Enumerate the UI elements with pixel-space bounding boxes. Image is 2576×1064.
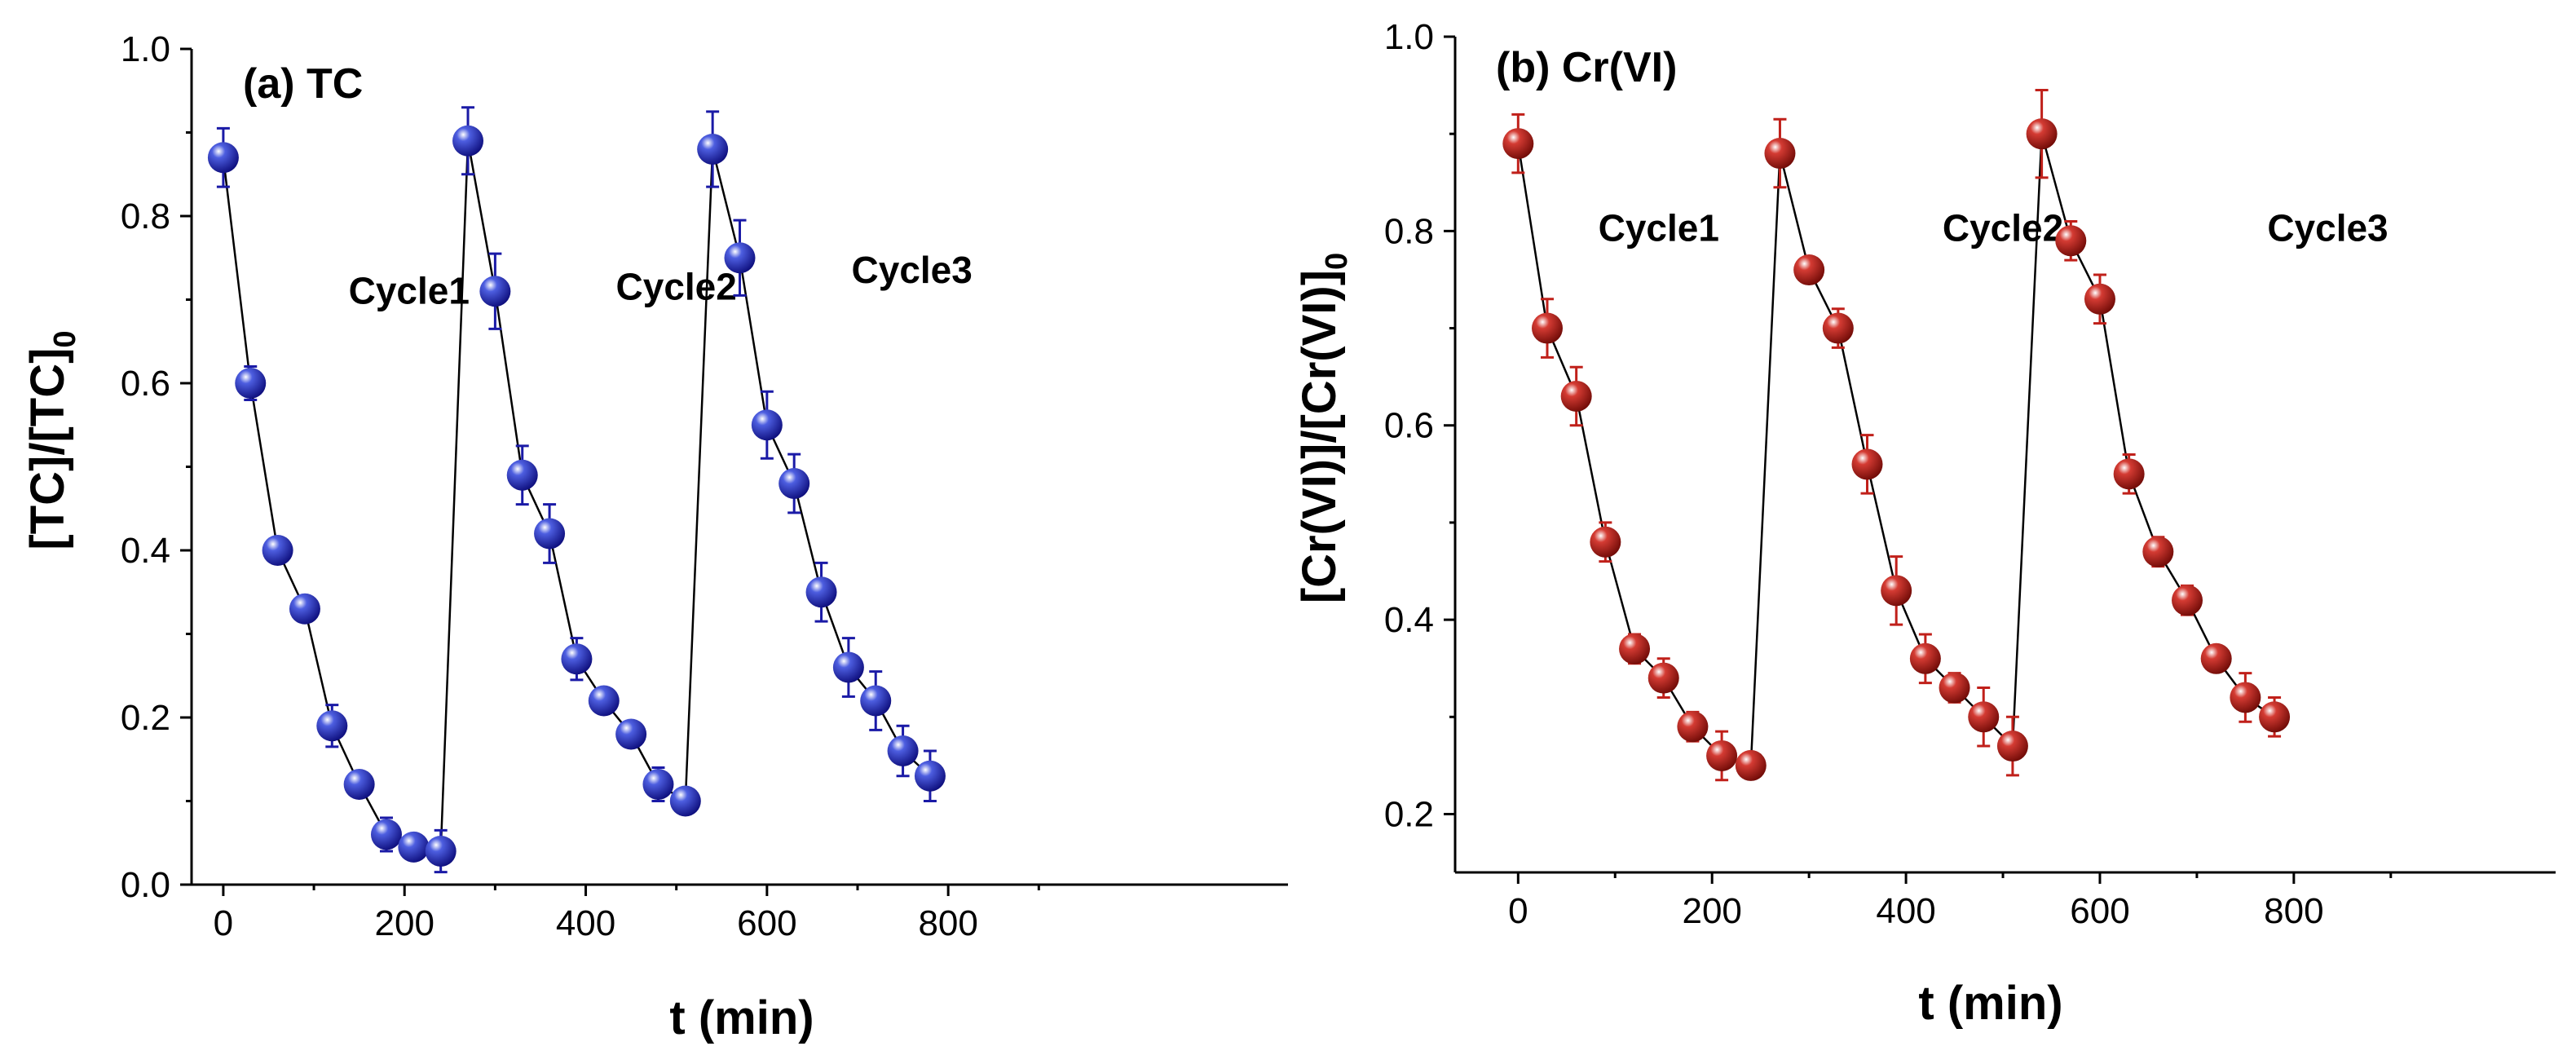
data-point: [1764, 138, 1796, 170]
data-point: [2055, 225, 2087, 257]
data-point: [2172, 585, 2203, 616]
y-tick-label: 0.2: [121, 698, 170, 738]
data-point: [697, 134, 729, 165]
data-point: [534, 518, 566, 550]
x-tick-label: 600: [2070, 891, 2129, 931]
panel-b-title: (b) Cr(VI): [1496, 44, 1677, 91]
cycle-label: Cycle1: [1599, 206, 1719, 249]
data-point: [642, 769, 674, 800]
data-point: [588, 685, 620, 717]
data-point: [235, 368, 267, 399]
data-point: [1647, 662, 1679, 694]
data-point: [2142, 536, 2174, 567]
data-point: [1881, 575, 1912, 607]
data-point: [506, 459, 538, 491]
x-tick-label: 800: [2264, 891, 2323, 931]
data-point: [343, 769, 375, 800]
x-tick-label: 600: [737, 903, 796, 943]
data-point: [316, 710, 348, 742]
data-point: [1851, 448, 1883, 480]
y-tick-label: 0.4: [1384, 600, 1434, 640]
data-point: [2200, 642, 2232, 674]
panel-a-xlabel: t (min): [669, 991, 814, 1044]
data-point: [2026, 118, 2058, 150]
data-point: [2113, 458, 2145, 490]
data-point: [779, 468, 810, 499]
data-point: [561, 643, 593, 675]
data-point: [1677, 711, 1709, 743]
y-tick-label: 0.6: [1384, 406, 1434, 446]
y-tick-label: 0.8: [121, 196, 170, 236]
data-point: [207, 142, 239, 174]
data-point: [1502, 128, 1534, 160]
cycle-label: Cycle1: [349, 270, 470, 312]
data-point: [751, 409, 783, 441]
y-tick-label: 0.0: [121, 865, 170, 905]
x-tick-label: 400: [556, 903, 615, 943]
y-tick-label: 1.0: [1384, 17, 1434, 57]
data-point: [1939, 672, 1970, 704]
data-point: [1996, 731, 2028, 762]
y-tick-label: 1.0: [121, 29, 170, 69]
x-tick-label: 200: [1682, 891, 1741, 931]
data-point: [2084, 283, 2115, 315]
data-point: [860, 685, 892, 717]
series-line: [222, 140, 931, 853]
data-point: [615, 718, 647, 750]
data-point: [2259, 701, 2291, 733]
y-tick-label: 0.6: [121, 364, 170, 404]
data-point: [398, 831, 430, 863]
data-point: [914, 760, 946, 792]
data-point: [832, 651, 864, 683]
data-point: [479, 276, 511, 307]
x-tick-label: 0: [214, 903, 233, 943]
data-point: [425, 836, 457, 867]
data-point: [1590, 526, 1621, 558]
cycle-label: Cycle3: [2267, 206, 2388, 249]
data-point: [1822, 312, 1854, 344]
cycle-label: Cycle3: [852, 249, 973, 291]
x-tick-label: 800: [918, 903, 977, 943]
data-point: [452, 125, 484, 157]
panel-b-crvi: (b) Cr(VI) [Cr(VI)]/[Cr(VI)]0 t (min) 0.…: [1293, 17, 2556, 1030]
cycle-label: Cycle2: [616, 266, 737, 308]
data-point: [2230, 682, 2261, 713]
data-point: [805, 576, 837, 608]
data-point: [887, 735, 919, 766]
data-point: [289, 593, 320, 625]
data-point: [1793, 254, 1825, 286]
panel-a-tc: (a) TC [TC]/[TC]0 t (min) 0.0 0.2 0.4 0.6 0.…: [21, 29, 1288, 1044]
data-point: [669, 785, 701, 817]
data-point: [1619, 633, 1651, 664]
x-tick-label: 0: [1508, 891, 1528, 931]
cycle-label: Cycle2: [1943, 206, 2063, 249]
panel-a-ylabel: [TC]/[TC]0: [21, 330, 82, 550]
data-point: [1531, 312, 1563, 344]
y-tick-label: 0.2: [1384, 794, 1434, 834]
panel-a-title: (a) TC: [243, 60, 363, 108]
data-point: [370, 819, 402, 850]
data-point: [1909, 642, 1941, 674]
y-tick-label: 0.8: [1384, 211, 1434, 251]
data-point: [1968, 701, 2000, 733]
y-tick-label: 0.4: [121, 531, 170, 571]
data-point: [724, 242, 756, 274]
panel-b-ylabel: [Cr(VI)]/[Cr(VI)]0: [1293, 253, 1354, 603]
x-tick-label: 400: [1876, 891, 1935, 931]
panel-b-xlabel: t (min): [1918, 977, 2062, 1030]
data-point: [1735, 749, 1767, 781]
data-point: [1706, 740, 1738, 771]
x-tick-label: 200: [375, 903, 434, 943]
data-point: [1560, 380, 1592, 412]
data-point: [262, 535, 293, 566]
